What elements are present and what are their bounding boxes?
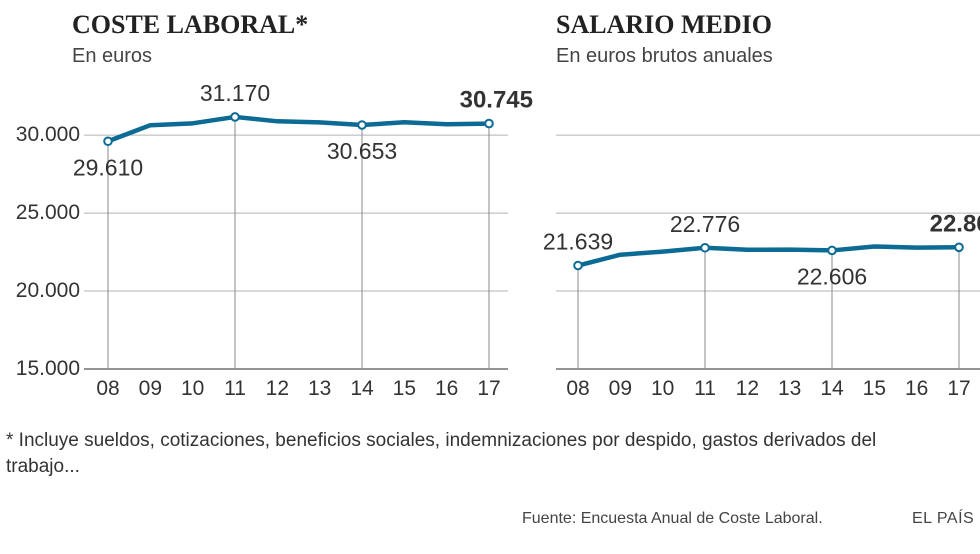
- chart2-xtick-label-13: 13: [778, 377, 801, 400]
- chart2-title: SALARIO MEDIO: [556, 10, 772, 39]
- chart2-data-label-14: 22.606: [797, 263, 867, 289]
- chart2-xtick-label-14: 14: [820, 377, 844, 400]
- chart1-ytick-label: 20.000: [16, 279, 80, 302]
- chart2-data-label-08: 21.639: [543, 229, 613, 255]
- chart1-ytick-label: 30.000: [16, 123, 80, 146]
- chart2-series-line: [575, 244, 962, 268]
- chart2-xtick-label-12: 12: [736, 377, 759, 400]
- chart1-xtick-label-11: 11: [224, 377, 246, 400]
- chart1-data-label-08: 29.610: [73, 154, 143, 180]
- chart1-title: COSTE LABORAL*: [72, 10, 309, 39]
- chart2-data-label-11: 22.776: [670, 211, 740, 237]
- chart2-xtick-label-09: 09: [609, 377, 632, 400]
- brand-logo: EL PAÍS: [912, 510, 975, 527]
- chart1-data-label-11: 31.170: [200, 80, 270, 106]
- chart1-point-17: [484, 118, 494, 129]
- chart2-xtick-label-15: 15: [863, 377, 886, 400]
- chart2-xtick-label-10: 10: [651, 377, 674, 400]
- chart1-series-line: [105, 114, 492, 144]
- chart2-data-label-17: 22.807: [930, 210, 980, 237]
- chart1-xtick-label-15: 15: [393, 377, 416, 400]
- chart2-point-14: [827, 245, 837, 256]
- charts-canvas: 15.000 20.000 25.000 30.000 08 09 10 11 12 13 14 15…: [16, 80, 980, 400]
- chart1-xtick-label-08: 08: [96, 377, 119, 400]
- chart1-data-label-14: 30.653: [327, 138, 397, 164]
- chart2-xtick-label-11: 11: [694, 377, 716, 400]
- chart2-point-11: [700, 242, 710, 253]
- source-note: Fuente: Encuesta Anual de Coste Laboral.: [522, 510, 823, 527]
- chart1-xtick-label-09: 09: [139, 377, 162, 400]
- chart2-xtick-label-08: 08: [566, 377, 589, 400]
- footnote: * Incluye sueldos, cotizaciones, benefic…: [6, 430, 877, 477]
- chart1-point-08: [103, 136, 113, 147]
- chart1-xtick-label-14: 14: [350, 377, 374, 400]
- chart1-ytick-label: 15.000: [16, 357, 80, 380]
- chart1-xtick-label-13: 13: [308, 377, 331, 400]
- chart1-ytick-label: 25.000: [16, 201, 80, 224]
- chart1-data-label-17: 30.745: [460, 87, 533, 114]
- chart2-xtick-label-16: 16: [905, 377, 928, 400]
- chart2-xtick-label-17: 17: [947, 377, 970, 400]
- chart2-point-17: [954, 242, 964, 253]
- chart1-xtick-label-10: 10: [181, 377, 204, 400]
- chart1-xtick-label-17: 17: [477, 377, 500, 400]
- chart2-point-08: [573, 260, 583, 271]
- chart1-point-14: [357, 120, 367, 130]
- chart2-subtitle: En euros brutos anuales: [556, 45, 773, 67]
- chart1-subtitle: En euros: [72, 45, 153, 67]
- chart1-point-11: [230, 112, 240, 122]
- chart1-xtick-label-12: 12: [266, 377, 289, 400]
- chart1-xtick-label-16: 16: [435, 377, 458, 400]
